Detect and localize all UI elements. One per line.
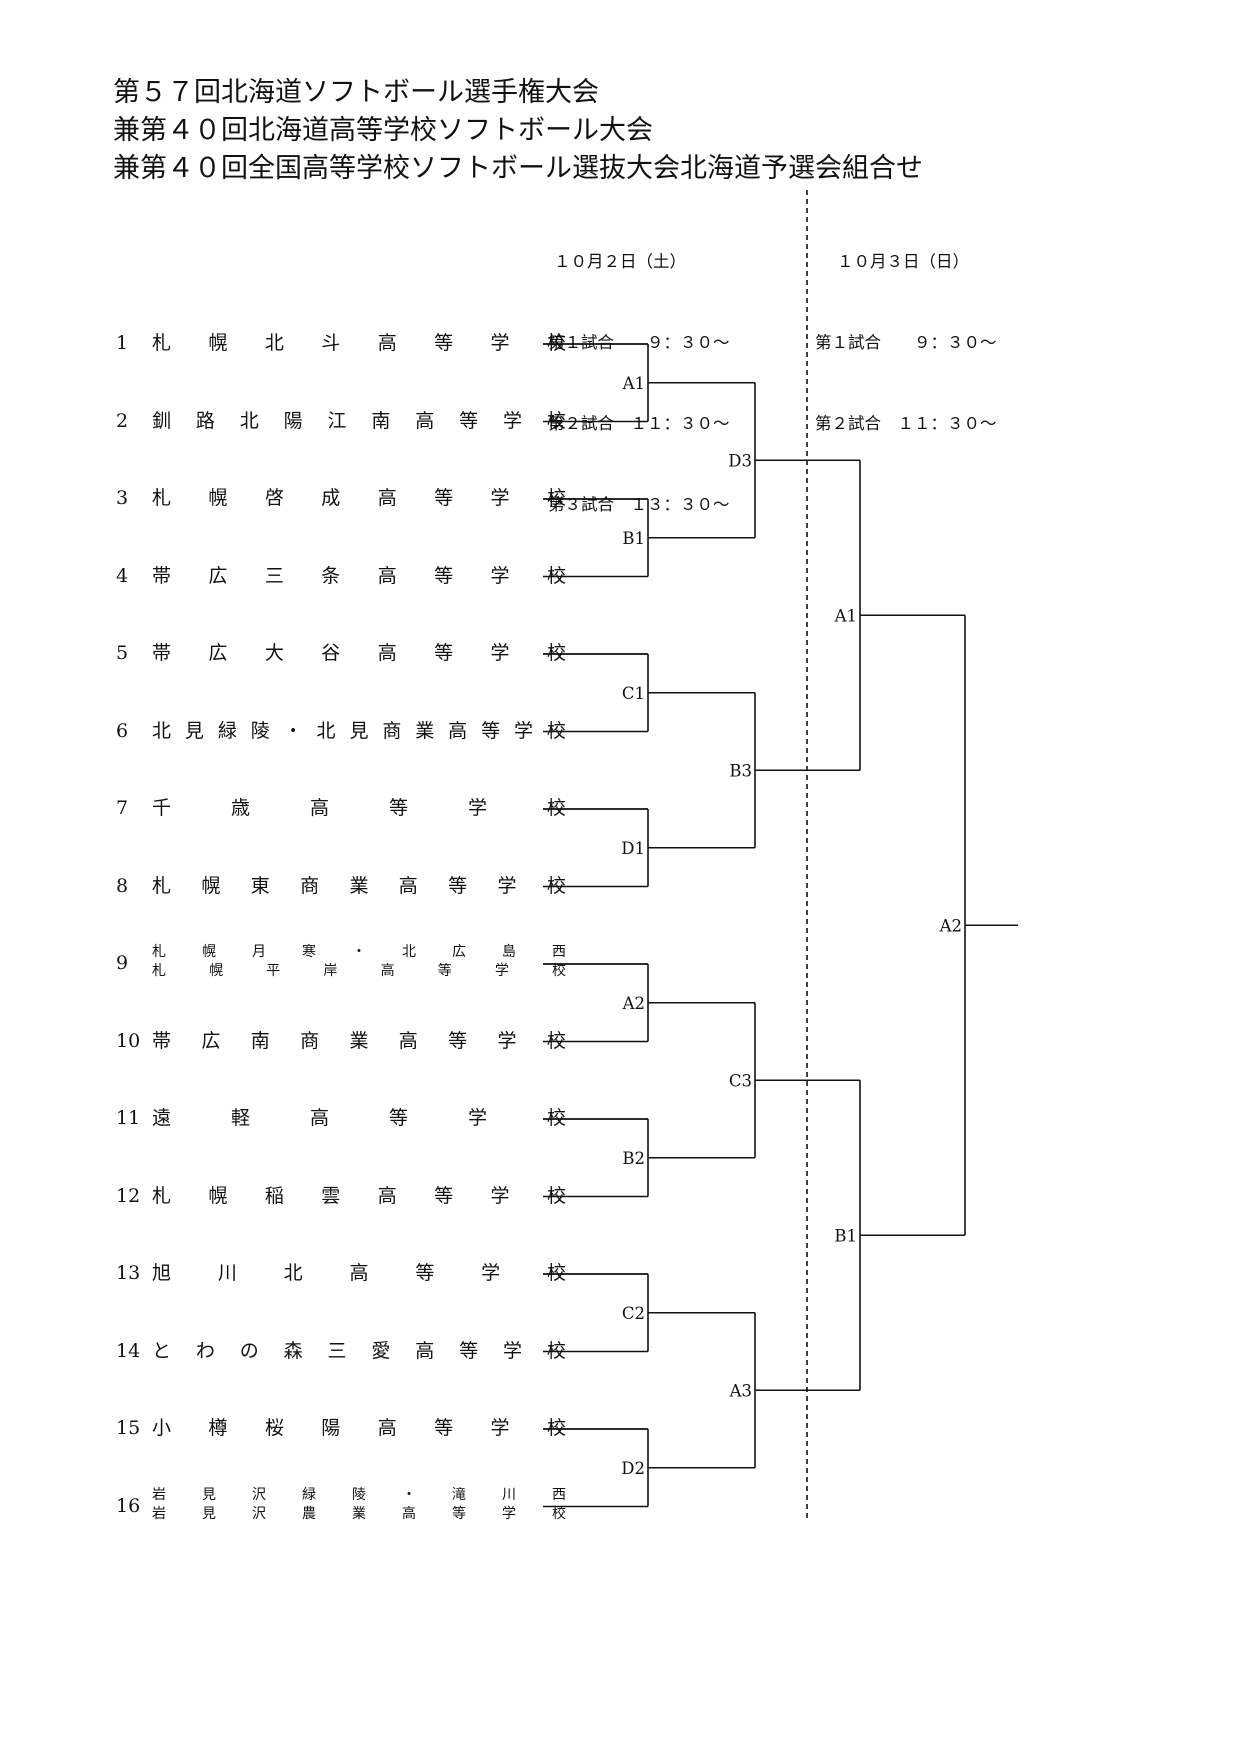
- team-name: 釧路北陽江南高等学校: [152, 409, 566, 432]
- team-number: 4: [116, 564, 129, 587]
- team-number: 1: [116, 332, 129, 354]
- title-line-1: 第５７回北海道ソフトボール選手権大会: [113, 77, 599, 108]
- team-name: 帯広三条高等学校: [152, 564, 566, 587]
- team-name: 千歳高等学校: [152, 797, 566, 819]
- match-label-round1: C2: [622, 1304, 645, 1323]
- match-label-round2: B3: [729, 761, 752, 780]
- team-name: とわの森三愛高等学校: [152, 1339, 566, 1362]
- team-name: 札幌北斗高等学校: [152, 332, 566, 354]
- team-name: 北見緑陵・北見商業高等学校: [152, 719, 566, 742]
- match-label-round3: A1: [834, 606, 857, 625]
- schedule-day1-date: １０月２日（土）: [554, 252, 686, 271]
- schedule-day2-date: １０月３日（日）: [837, 252, 969, 271]
- team-number: 11: [116, 1107, 141, 1129]
- team-number: 9: [116, 952, 129, 974]
- schedule-day2: １０月３日（日） 第１試合 ９：３０〜 第２試合 １１：３０〜: [815, 194, 997, 464]
- team-name: 札幌月寒・北広島西札幌平岸高等学校: [152, 944, 566, 979]
- match-label-round1: B1: [622, 529, 645, 548]
- schedule-day2-game1: 第１試合 ９：３０〜: [815, 333, 997, 352]
- schedule-day1-game1: 第１試合 ９：３０〜: [548, 333, 730, 352]
- match-label-final: A2: [939, 916, 962, 935]
- title-line-3: 兼第４０回全国高等学校ソフトボール選抜大会北海道予選会組合せ: [113, 153, 923, 184]
- team-name: 岩見沢緑陵・滝川西岩見沢農業高等学校: [152, 1486, 566, 1522]
- schedule-day1: １０月２日（土） 第１試合 ９：３０〜 第２試合 １１：３０〜 第３試合 １３：…: [548, 194, 730, 545]
- team-name: 小樽桜陽高等学校: [152, 1417, 566, 1439]
- schedule-day1-game2: 第２試合 １１：３０〜: [548, 414, 730, 433]
- team-name: 札幌啓成高等学校: [152, 487, 566, 509]
- team-number: 16: [116, 1494, 141, 1517]
- team-name: 帯広大谷高等学校: [152, 642, 566, 664]
- team-number: 7: [116, 797, 129, 819]
- team-name: 札幌東商業高等学校: [152, 874, 566, 897]
- team-name: 札幌稲雲高等学校: [152, 1184, 566, 1207]
- team-number: 13: [116, 1262, 141, 1284]
- team-number: 15: [116, 1417, 141, 1439]
- match-label-round2: C3: [729, 1071, 752, 1090]
- team-number: 2: [116, 409, 129, 432]
- team-name: 帯広南商業高等学校: [152, 1029, 566, 1052]
- match-label-round3: B1: [834, 1226, 857, 1245]
- team-number: 12: [116, 1184, 141, 1207]
- team-number: 3: [116, 487, 129, 509]
- team-number: 14: [116, 1339, 141, 1362]
- match-label-round2: A3: [729, 1381, 752, 1400]
- team-name: 遠軽高等学校: [152, 1107, 566, 1129]
- title-line-2: 兼第４０回北海道高等学校ソフトボール大会: [113, 115, 653, 146]
- match-label-round1: D1: [621, 839, 645, 858]
- team-name: 旭川北高等学校: [152, 1262, 566, 1284]
- title-block: 第５７回北海道ソフトボール選手権大会 兼第４０回北海道高等学校ソフトボール大会 …: [113, 74, 923, 188]
- team-number: 10: [116, 1029, 141, 1052]
- match-label-round1: B2: [622, 1149, 645, 1168]
- match-label-round2: D3: [728, 451, 752, 470]
- team-number: 5: [116, 642, 129, 664]
- match-label-round1: A2: [622, 994, 645, 1013]
- match-label-round1: D2: [621, 1459, 645, 1478]
- match-label-round1: A1: [622, 374, 645, 393]
- team-number: 6: [116, 719, 129, 742]
- schedule-day2-game2: 第２試合 １１：３０〜: [815, 414, 997, 433]
- team-number: 8: [116, 874, 129, 897]
- match-label-round1: C1: [622, 684, 645, 703]
